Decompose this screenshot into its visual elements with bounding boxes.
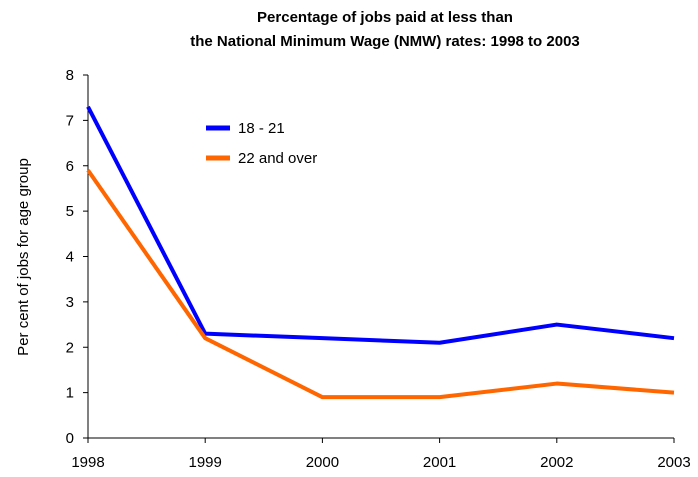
- y-tick-label: 3: [66, 294, 74, 311]
- x-tick-label: 1999: [189, 454, 222, 471]
- x-tick-label: 1998: [71, 454, 104, 471]
- y-tick-label: 7: [66, 112, 74, 129]
- x-tick-label: 2002: [540, 454, 573, 471]
- legend-label: 22 and over: [238, 150, 317, 167]
- y-axis-label: Per cent of jobs for age group: [15, 158, 32, 356]
- y-tick-label: 0: [66, 430, 74, 447]
- series-line-1: [86, 105, 675, 345]
- axes: 0 1 2 3 4 5 6 7 8 1998 1999 2000 2001 2002 2003: [66, 67, 691, 471]
- y-tick-label: 1: [66, 385, 74, 402]
- series-layer: [86, 105, 675, 400]
- x-tick-label: 2000: [306, 454, 339, 471]
- x-tick-label: 2003: [657, 454, 690, 471]
- y-tick-label: 4: [66, 249, 74, 266]
- chart-title-line-2: the National Minimum Wage (NMW) rates: 1…: [190, 33, 580, 50]
- x-tick-label: 2001: [423, 454, 456, 471]
- legend-label: 18 - 21: [238, 120, 285, 137]
- series-line-2: [86, 169, 675, 400]
- legend: 18 - 21 22 and over: [206, 120, 317, 167]
- y-tick-label: 5: [66, 203, 74, 220]
- y-tick-label: 2: [66, 339, 74, 356]
- y-tick-label: 6: [66, 158, 74, 175]
- chart-title-line-1: Percentage of jobs paid at less than: [257, 9, 513, 26]
- y-tick-label: 8: [66, 67, 74, 84]
